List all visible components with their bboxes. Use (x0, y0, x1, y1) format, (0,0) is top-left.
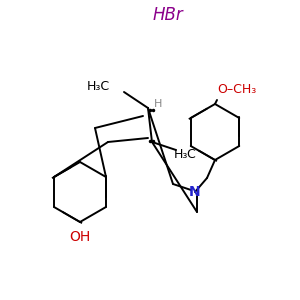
Text: O–CH₃: O–CH₃ (217, 83, 256, 96)
Text: HBr: HBr (153, 6, 183, 24)
Text: H: H (154, 99, 162, 109)
Text: N: N (189, 185, 201, 199)
Text: C: C (186, 148, 195, 160)
Text: H₃C: H₃C (87, 80, 110, 92)
Text: H₃: H₃ (174, 148, 188, 160)
Text: OH: OH (69, 230, 91, 244)
